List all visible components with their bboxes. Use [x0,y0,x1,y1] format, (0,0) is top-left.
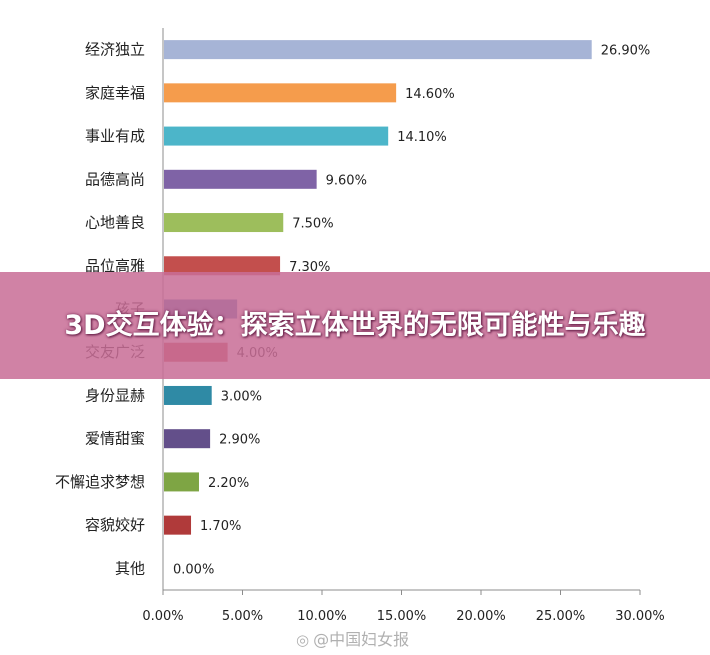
value-label-9: 2.90% [219,433,260,448]
watermark-text: @中国妇女报 [313,630,410,649]
bar-1 [164,83,397,103]
value-label-0: 26.90% [601,44,651,59]
watermark: ◎ @中国妇女报 [296,626,409,650]
bar-2 [164,126,389,146]
category-label-3: 品德高尚 [85,170,145,188]
category-label-0: 经济独立 [85,41,145,59]
category-label-8: 身份显赫 [85,386,145,404]
x-tick-label-1: 5.00% [222,609,263,624]
value-labels: 26.90%14.60%14.10%9.60%7.50%7.30%4.00%3.… [173,44,650,578]
weibo-icon: ◎ [296,631,310,649]
category-label-10: 不懈追求梦想 [55,473,145,491]
bar-10 [164,472,199,492]
bar-11 [164,515,192,535]
bar-4 [164,213,284,233]
value-label-10: 2.20% [208,476,249,491]
category-label-2: 事业有成 [85,127,145,145]
category-label-1: 家庭幸福 [85,84,145,102]
value-label-4: 7.50% [292,217,333,232]
category-label-9: 爱情甜蜜 [85,430,145,448]
title-banner: 3D交互体验：探索立体世界的无限可能性与乐趣 [0,272,710,379]
x-tick-label-2: 10.00% [297,609,347,624]
bar-5 [164,256,281,276]
value-label-2: 14.10% [397,130,447,145]
x-tick-label-0: 0.00% [142,609,183,624]
banner-text: 3D交互体验：探索立体世界的无限可能性与乐趣 [64,309,646,341]
category-label-12: 其他 [115,559,145,577]
value-label-8: 3.00% [221,389,262,404]
category-label-5: 品位高雅 [85,257,145,275]
x-tick-label-4: 20.00% [456,609,506,624]
value-label-3: 9.60% [326,173,367,188]
x-tick-label-6: 30.00% [615,609,665,624]
value-label-11: 1.70% [200,519,241,534]
value-label-5: 7.30% [289,260,330,275]
category-label-11: 容貌姣好 [85,516,145,534]
bar-8 [164,385,212,405]
value-label-12: 0.00% [173,562,214,577]
value-label-1: 14.60% [405,87,455,102]
bar-0 [164,40,592,60]
x-axis-ticks: 0.00% 5.00% 10.00% 15.00% 20.00% 25.00% 30.00% [142,590,665,624]
x-tick-label-3: 15.00% [377,609,427,624]
bar-3 [164,169,317,189]
category-label-4: 心地善良 [85,214,145,232]
bar-9 [164,429,211,449]
x-tick-label-5: 25.00% [536,609,586,624]
